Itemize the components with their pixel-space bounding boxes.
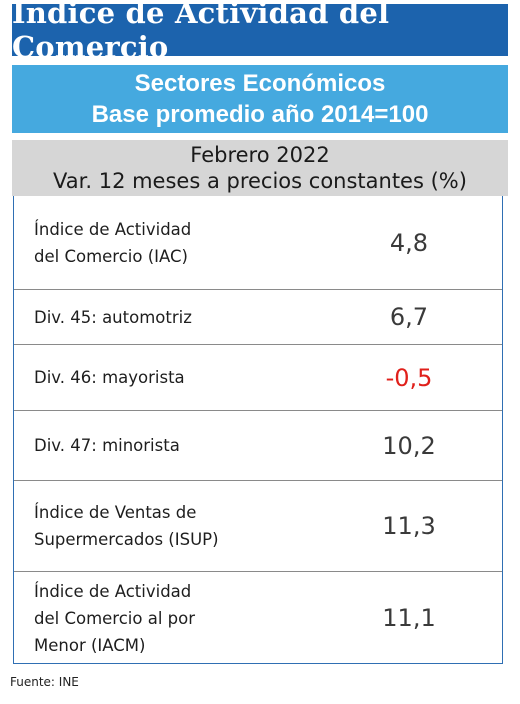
table-row: Div. 45: automotriz 6,7 xyxy=(14,290,502,345)
row-label: Índice de Ventas de Supermercados (ISUP) xyxy=(34,503,219,549)
page-title: Índice de Actividad del Comercio xyxy=(12,0,508,64)
row-label: Índice de Actividad del Comercio (IAC) xyxy=(34,219,192,266)
table-row: Índice de Ventas de Supermercados (ISUP)… xyxy=(14,481,502,572)
row-label: Índice de Actividad del Comercio al por … xyxy=(34,581,196,655)
row-value: 11,1 xyxy=(382,604,436,632)
header-line-2: Var. 12 meses a precios constantes (%) xyxy=(53,169,467,193)
column-header: Febrero 2022 Var. 12 meses a precios con… xyxy=(12,140,508,196)
subtitle-line-1: Sectores Económicos xyxy=(134,70,386,97)
row-label: Div. 46: mayorista xyxy=(34,368,185,387)
table-row: Índice de Actividad del Comercio al por … xyxy=(14,572,502,664)
table-row: Div. 46: mayorista -0,5 xyxy=(14,345,502,411)
subtitle-banner: Sectores Económicos Base promedio año 20… xyxy=(12,65,508,133)
row-value: -0,5 xyxy=(385,363,433,392)
row-value: 11,3 xyxy=(382,512,436,540)
subtitle-line-2: Base promedio año 2014=100 xyxy=(91,101,429,128)
row-value: 10,2 xyxy=(382,431,436,460)
data-table: Índice de Actividad del Comercio (IAC) 4,… xyxy=(13,196,503,664)
row-label: Div. 45: automotriz xyxy=(34,307,192,327)
row-label: Div. 47: minorista xyxy=(34,436,180,455)
header-line-1: Febrero 2022 xyxy=(190,143,330,167)
table-row: Div. 47: minorista 10,2 xyxy=(14,411,502,481)
row-value: 4,8 xyxy=(389,228,429,257)
source-note: Fuente: INE xyxy=(10,675,79,689)
row-value: 6,7 xyxy=(389,303,429,331)
table-row: Índice de Actividad del Comercio (IAC) 4,… xyxy=(14,196,502,290)
